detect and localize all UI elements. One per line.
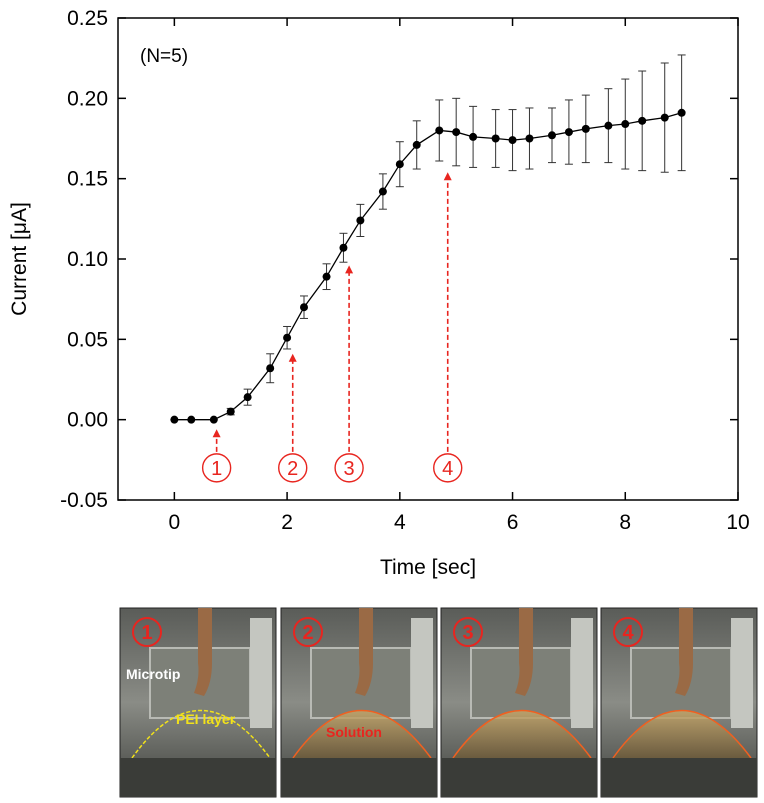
arrow-circle xyxy=(278,453,308,483)
data-point xyxy=(226,407,235,416)
data-point xyxy=(452,128,461,137)
data-point xyxy=(356,216,365,225)
x-tick-label: 8 xyxy=(619,511,631,534)
plot-frame xyxy=(117,17,739,501)
arrow-label: 3 xyxy=(344,458,355,480)
data-point xyxy=(412,140,421,149)
x-tick-label: 6 xyxy=(507,511,519,534)
microtip xyxy=(355,608,373,696)
data-point xyxy=(339,243,348,252)
y-tick-label: 0.05 xyxy=(67,328,108,351)
data-point xyxy=(378,187,387,196)
data-point xyxy=(435,126,444,135)
data-point xyxy=(322,272,331,281)
y-tick-label: 0.00 xyxy=(67,409,108,432)
arrow-head xyxy=(212,429,221,438)
arrow-label: 1 xyxy=(211,458,222,480)
data-point xyxy=(187,415,196,424)
photo: 2 Solution xyxy=(280,607,438,798)
microtip xyxy=(194,608,212,696)
data-point xyxy=(525,134,534,143)
data-point xyxy=(266,364,275,373)
photo-number: 4 xyxy=(622,622,634,644)
photo-base xyxy=(120,758,276,797)
data-point xyxy=(604,121,613,130)
photo-bright-side xyxy=(250,618,272,728)
pei-layer xyxy=(612,709,752,759)
microtip xyxy=(515,608,533,696)
data-line xyxy=(174,112,682,421)
x-tick-label: 4 xyxy=(394,511,406,534)
photo: 1 Microtip PEI layer xyxy=(119,607,277,798)
pei-layer xyxy=(131,709,271,759)
arrow-circle xyxy=(433,453,463,483)
photo-label: Solution xyxy=(326,724,382,740)
pei-layer xyxy=(292,709,432,759)
x-tick-label: 10 xyxy=(726,511,749,534)
arrow-head xyxy=(345,265,354,274)
photo-number: 1 xyxy=(141,622,152,644)
data-point xyxy=(677,108,686,117)
photo-base xyxy=(281,758,437,797)
data-point xyxy=(621,120,630,129)
photo-number-circle xyxy=(132,617,162,647)
data-point xyxy=(469,132,478,141)
photo-label: PEI layer xyxy=(176,711,236,727)
photo-bright-side xyxy=(731,618,753,728)
photo-number: 3 xyxy=(462,622,473,644)
x-tick-label: 2 xyxy=(281,511,293,534)
data-point xyxy=(660,113,669,122)
arrow-label: 4 xyxy=(442,458,453,480)
photo-number-circle xyxy=(293,617,323,647)
y-tick-label: -0.05 xyxy=(60,489,108,512)
y-tick-label: 0.25 xyxy=(67,7,108,30)
photo-base xyxy=(601,758,757,797)
x-axis-label: Time [sec] xyxy=(380,556,476,579)
arrow-circle xyxy=(334,453,364,483)
data-point xyxy=(243,393,252,402)
data-point xyxy=(209,415,218,424)
photo: 3 xyxy=(440,607,598,798)
x-tick-label: 0 xyxy=(169,511,181,534)
photo-number-circle xyxy=(613,617,643,647)
arrow-head xyxy=(443,172,452,181)
arrow-label: 2 xyxy=(287,458,298,480)
data-point xyxy=(638,116,647,125)
arrow-head xyxy=(288,353,297,362)
annotation: (N=5) xyxy=(140,46,188,67)
data-point xyxy=(508,136,517,145)
photo-bright-side xyxy=(571,618,593,728)
photo-label: Microtip xyxy=(126,666,180,682)
data-point xyxy=(548,131,556,140)
microtip xyxy=(675,608,693,696)
photo-base xyxy=(441,758,597,797)
y-tick-label: 0.10 xyxy=(67,248,108,271)
data-point xyxy=(581,124,590,133)
photo-number: 2 xyxy=(302,622,313,644)
data-point xyxy=(300,303,308,312)
arrow-circle xyxy=(201,453,232,483)
data-point xyxy=(491,134,500,143)
photo: 4 xyxy=(600,607,758,798)
y-tick-label: 0.20 xyxy=(67,87,108,110)
data-point xyxy=(395,160,404,169)
y-axis-label: Current [μA] xyxy=(8,202,31,316)
y-tick-label: 0.15 xyxy=(67,168,108,191)
photo-bright-side xyxy=(411,618,433,728)
data-point xyxy=(283,333,292,342)
data-point xyxy=(170,415,179,424)
data-point xyxy=(564,128,573,137)
pei-layer xyxy=(452,709,592,759)
photo-number-circle xyxy=(453,617,483,647)
